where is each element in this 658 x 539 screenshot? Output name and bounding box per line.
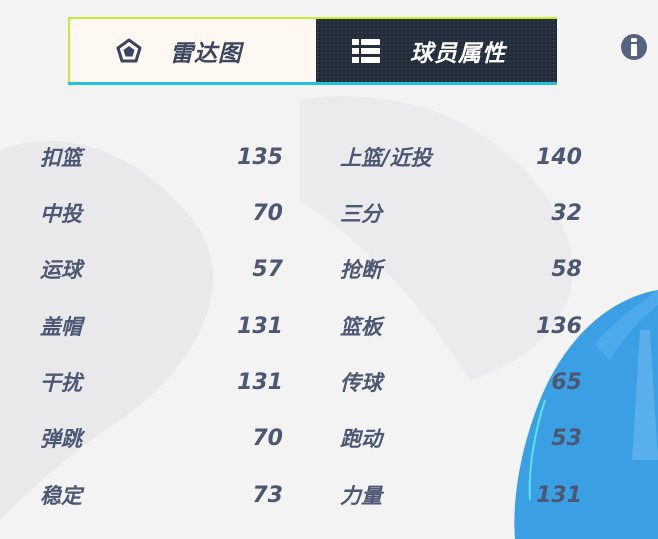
- attribute-row: 篮板 136: [340, 311, 582, 341]
- attribute-name: 弹跳: [40, 427, 82, 451]
- attribute-row: 传球 65: [340, 367, 582, 397]
- attribute-name: 扣篮: [40, 146, 82, 170]
- attribute-row: 扣篮 135: [40, 142, 283, 172]
- attribute-name: 中投: [40, 202, 82, 226]
- attribute-row: 稳定 73: [40, 480, 283, 510]
- view-tabs: 雷达图 球员属性: [68, 17, 557, 82]
- attribute-row: 力量 131: [340, 480, 582, 510]
- attribute-name: 篮板: [340, 315, 382, 339]
- attribute-value: 131: [536, 482, 582, 508]
- tab-radar-chart[interactable]: 雷达图: [68, 19, 316, 82]
- info-icon[interactable]: [620, 33, 648, 61]
- tab-player-attributes[interactable]: 球员属性: [316, 19, 557, 82]
- list-icon: [352, 38, 380, 63]
- attribute-row: 中投 70: [40, 198, 283, 228]
- attribute-value: 32: [551, 200, 582, 226]
- attribute-row: 跑动 53: [340, 423, 582, 453]
- attribute-name: 力量: [340, 484, 382, 508]
- attribute-name: 盖帽: [40, 315, 82, 339]
- attribute-row: 上篮/近投 140: [340, 142, 582, 172]
- attribute-value: 65: [551, 369, 582, 395]
- attribute-value: 53: [551, 425, 582, 451]
- attribute-name: 干扰: [40, 371, 82, 395]
- attribute-name: 三分: [340, 202, 382, 226]
- attribute-value: 73: [252, 482, 283, 508]
- attribute-name: 跑动: [340, 427, 382, 451]
- attribute-value: 131: [237, 369, 283, 395]
- attribute-value: 135: [237, 144, 283, 170]
- attribute-name: 抢断: [340, 258, 382, 282]
- attribute-name: 上篮/近投: [340, 146, 432, 170]
- attribute-row: 运球 57: [40, 254, 283, 284]
- attribute-value: 140: [536, 144, 582, 170]
- attribute-name: 传球: [340, 371, 382, 395]
- tab-label: 雷达图: [170, 40, 242, 67]
- pentagon-icon: [116, 38, 142, 62]
- attribute-name: 运球: [40, 258, 82, 282]
- tab-label: 球员属性: [410, 40, 506, 67]
- attribute-value: 70: [252, 200, 283, 226]
- attribute-value: 131: [237, 313, 283, 339]
- attribute-row: 三分 32: [340, 198, 582, 228]
- attribute-row: 盖帽 131: [40, 311, 283, 341]
- attribute-row: 抢断 58: [340, 254, 582, 284]
- attribute-value: 70: [252, 425, 283, 451]
- attribute-value: 136: [536, 313, 582, 339]
- attribute-name: 稳定: [40, 484, 82, 508]
- attribute-value: 58: [551, 256, 582, 282]
- attribute-row: 干扰 131: [40, 367, 283, 397]
- attribute-value: 57: [252, 256, 283, 282]
- attribute-row: 弹跳 70: [40, 423, 283, 453]
